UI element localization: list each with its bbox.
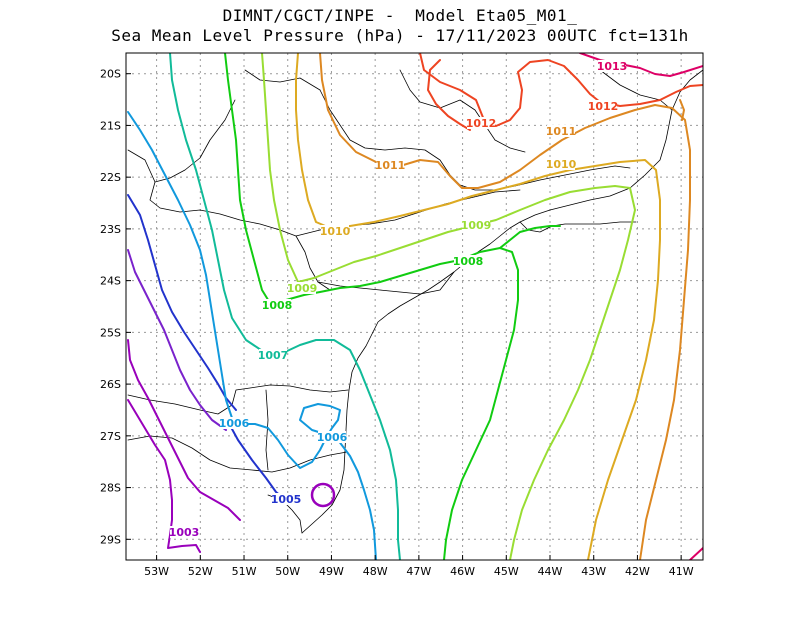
- coastline: [127, 69, 703, 534]
- label-1008-east: 1008: [453, 255, 484, 268]
- label-1009-east: 1009: [461, 219, 492, 232]
- label-1011-west: 1011: [375, 159, 406, 172]
- lon-tick-label: 48W: [363, 565, 388, 578]
- isobar-1010: [295, 53, 661, 560]
- label-1003: 1003: [169, 526, 200, 539]
- label-1012-east: 1012: [588, 100, 619, 113]
- lon-tick-label: 50W: [275, 565, 300, 578]
- lat-tick-label: 20S: [100, 68, 121, 81]
- label-1008-west: 1008: [262, 299, 293, 312]
- label-1009-west: 1009: [287, 282, 318, 295]
- map-grid: [126, 53, 703, 560]
- label-1006-east: 1006: [317, 431, 348, 444]
- lon-tick-label: 46W: [450, 565, 475, 578]
- lon-tick-label: 44W: [538, 565, 563, 578]
- label-1005: 1005: [271, 493, 302, 506]
- lon-tick-label: 47W: [406, 565, 431, 578]
- lon-tick-label: 51W: [232, 565, 257, 578]
- lat-tick-label: 21S: [100, 119, 121, 132]
- isobar-1005: [127, 194, 237, 411]
- lat-tick-label: 23S: [100, 223, 121, 236]
- map-title-line1: DIMNT/CGCT/INPE - Model Eta05_M01_: [222, 6, 578, 25]
- lon-tick-label: 49W: [319, 565, 344, 578]
- lon-tick-label: 41W: [669, 565, 694, 578]
- label-1011-east: 1011: [546, 125, 577, 138]
- lon-tick-label: 45W: [494, 565, 519, 578]
- map-frame: [125, 52, 704, 561]
- lon-tick-label: 52W: [188, 565, 213, 578]
- lon-tick-label: 42W: [625, 565, 650, 578]
- isobar-1003: [127, 399, 201, 553]
- isobar-1009: [261, 53, 636, 560]
- lat-tick-label: 25S: [100, 326, 121, 339]
- label-1013: 1013: [597, 60, 628, 73]
- isobar-1004: [127, 249, 227, 431]
- lat-tick-label: 24S: [100, 275, 121, 288]
- isobar-1008: [224, 53, 519, 560]
- lon-tick-label: 43W: [581, 565, 606, 578]
- isobar-1012: [419, 53, 703, 127]
- label-1006-west: 1006: [219, 417, 250, 430]
- label-1007: 1007: [258, 349, 289, 362]
- lat-tick-label: 22S: [100, 171, 121, 184]
- label-1010-west: 1010: [320, 225, 351, 238]
- label-1012-west: 1012: [466, 117, 497, 130]
- lat-tick-label: 27S: [100, 430, 121, 443]
- lon-tick-label: 53W: [144, 565, 169, 578]
- map-axes: 53W 52W 51W 50W 49W 48W 47W 46W 45W 44W 43W 42W 41W 2…: [100, 68, 694, 578]
- contour-labels: 1003 1005 1006 1006 1007 1008 1008 1009 …: [169, 60, 628, 539]
- lat-tick-label: 29S: [100, 533, 121, 546]
- lat-tick-label: 26S: [100, 378, 121, 391]
- label-1010-east: 1010: [546, 158, 577, 171]
- lat-tick-label: 28S: [100, 482, 121, 495]
- map-title-line2: Sea Mean Level Pressure (hPa) - 17/11/20…: [111, 26, 689, 45]
